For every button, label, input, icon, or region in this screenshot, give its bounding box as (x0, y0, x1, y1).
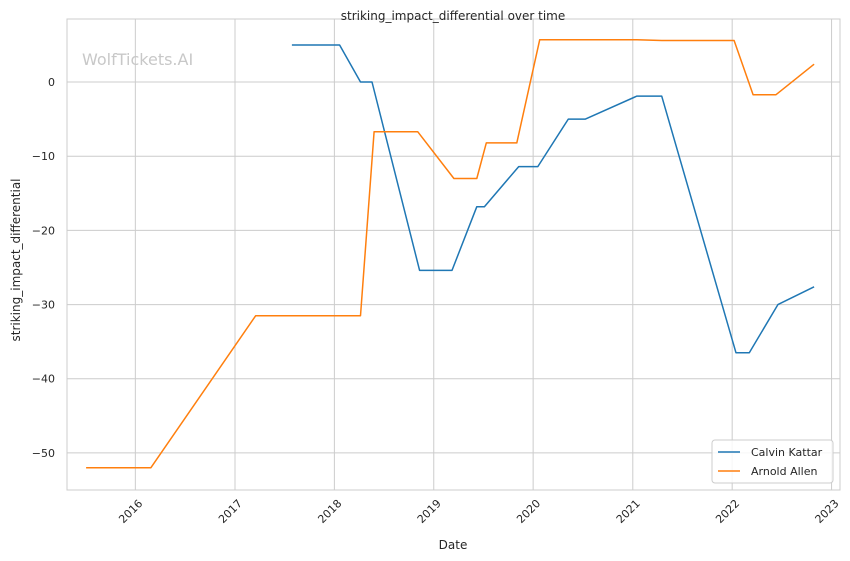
grid-lines (67, 19, 840, 490)
series-line-calvin-kattar (291, 44, 815, 354)
x-tick-label: 2018 (315, 497, 344, 526)
legend-label-calvin-kattar: Calvin Kattar (751, 446, 823, 459)
watermark-text: WolfTickets.AI (82, 50, 193, 69)
y-tick-label: 0 (48, 76, 55, 89)
x-tick-label: 2023 (813, 497, 842, 526)
y-axis-ticks: 0 −10 −20 −30 −40 −50 (32, 76, 55, 460)
y-axis-label: striking_impact_differential (9, 178, 23, 341)
x-tick-label: 2021 (614, 497, 643, 526)
chart-title: striking_impact_differential over time (341, 9, 566, 23)
x-axis-label: Date (439, 538, 468, 552)
x-axis-ticks: 2016 2017 2018 2019 2020 2021 2022 2023 (116, 497, 841, 526)
series-layer (86, 39, 815, 469)
series-line-arnold-allen (86, 39, 815, 469)
y-tick-label: −40 (32, 373, 55, 386)
y-tick-label: −50 (32, 447, 55, 460)
x-tick-label: 2016 (116, 497, 145, 526)
x-tick-label: 2019 (415, 497, 444, 526)
legend: Calvin Kattar Arnold Allen (711, 439, 834, 484)
legend-label-arnold-allen: Arnold Allen (751, 465, 817, 478)
x-tick-label: 2020 (514, 497, 543, 526)
x-tick-label: 2017 (216, 497, 245, 526)
plot-area-frame (66, 18, 841, 491)
legend-box (711, 439, 834, 484)
y-tick-label: −20 (32, 224, 55, 237)
y-tick-label: −10 (32, 150, 55, 163)
y-tick-label: −30 (32, 299, 55, 312)
x-tick-label: 2022 (713, 497, 742, 526)
